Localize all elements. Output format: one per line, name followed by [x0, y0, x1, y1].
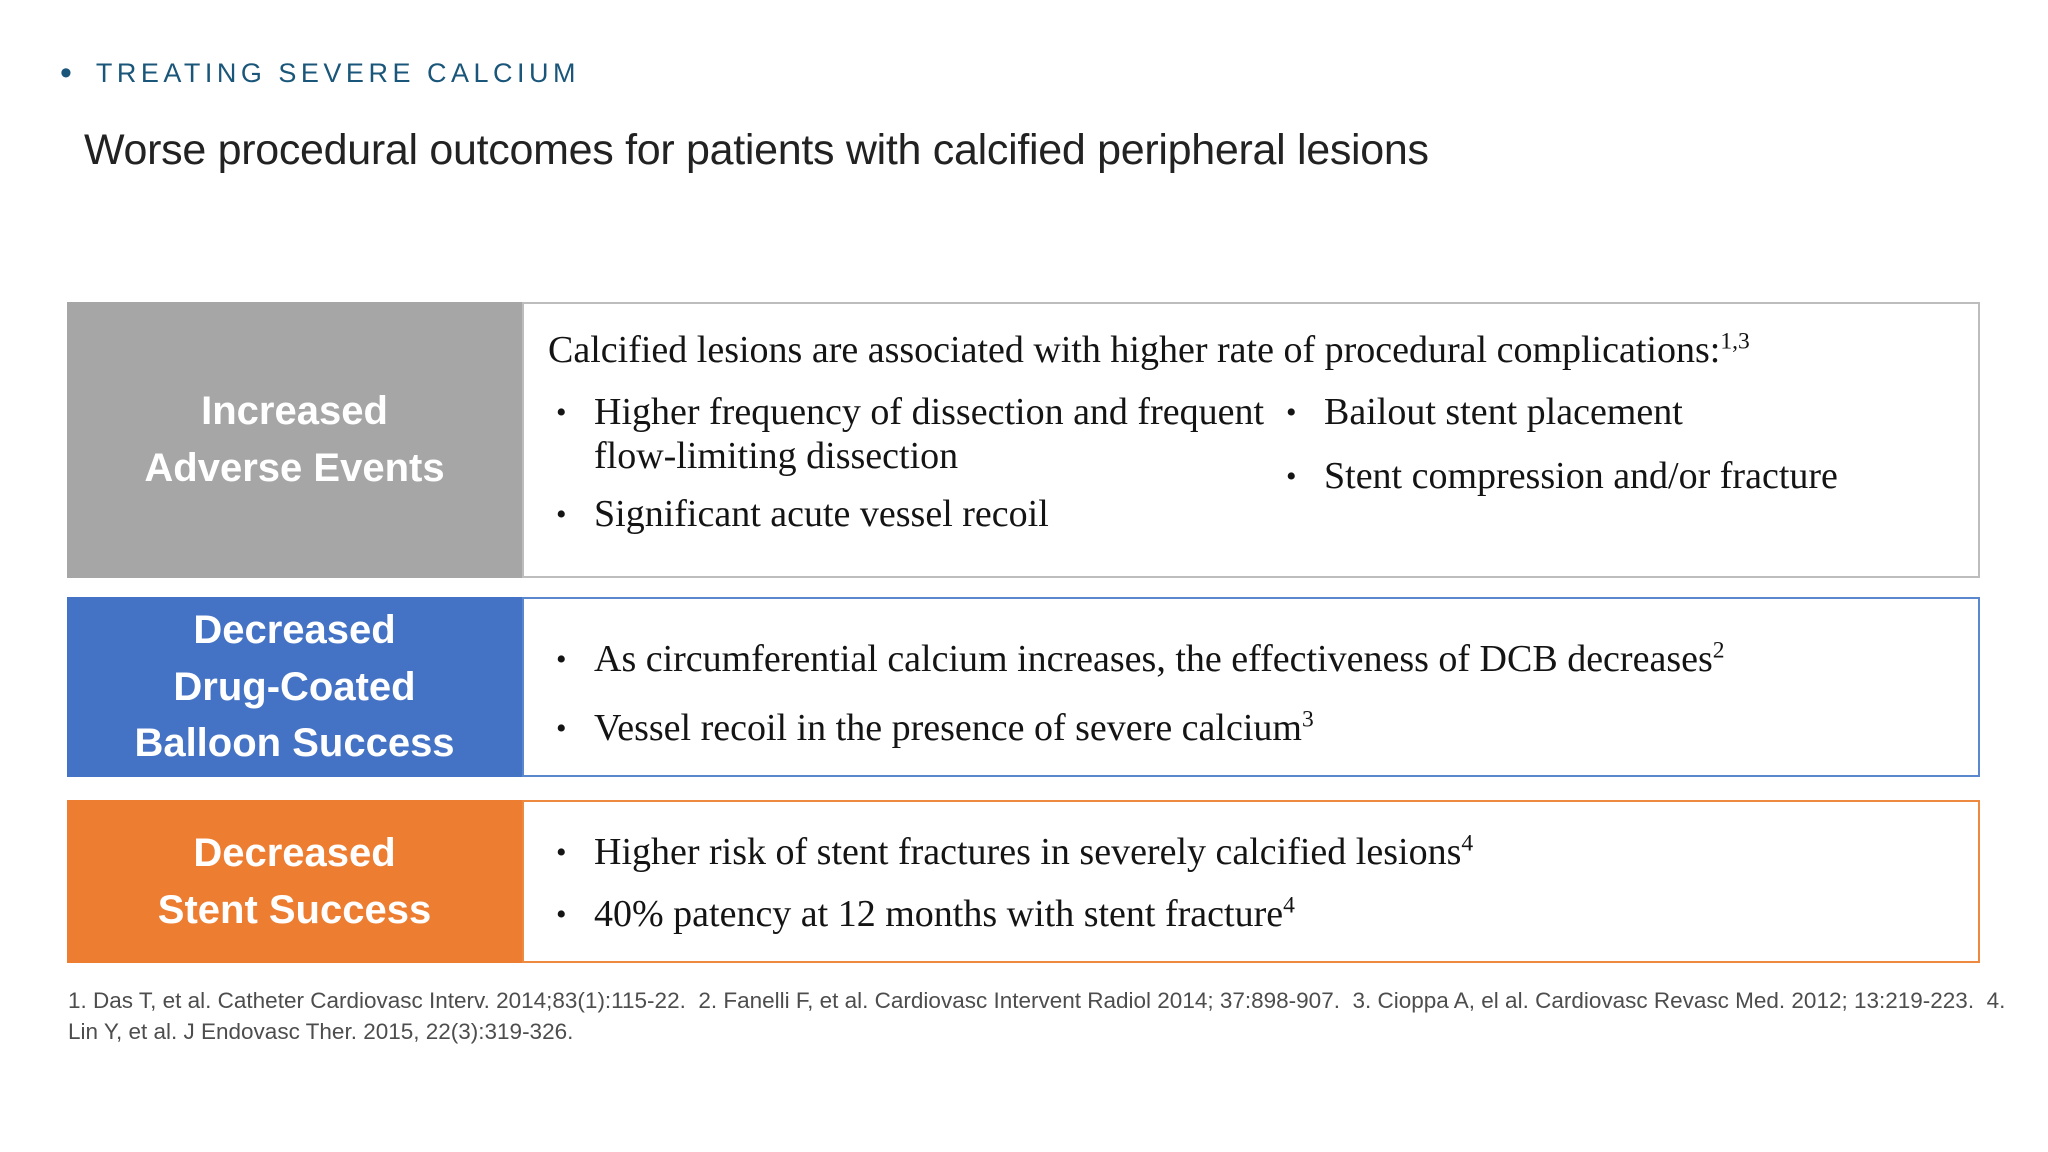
bullet-superscript: 4 — [1461, 830, 1474, 857]
bullet-text: Significant acute vessel recoil — [594, 493, 1049, 536]
row-label-stent-success: Decreased Stent Success — [67, 800, 522, 963]
bullet-list: Higher risk of stent fractures in severe… — [548, 830, 1962, 937]
bullet-list: As circumferential calcium increases, th… — [548, 637, 1962, 751]
bullet-text: 40% patency at 12 months with stent frac… — [594, 892, 1284, 935]
bullet-item: 40% patency at 12 months with stent frac… — [548, 892, 1962, 937]
row-label-line: Drug-Coated — [173, 664, 416, 709]
content-box-stent-success: Higher risk of stent fractures in severe… — [522, 800, 1980, 963]
bullet-superscript: 4 — [1283, 892, 1295, 919]
row-increased-adverse-events: Increased Adverse Events Calcified lesio… — [67, 302, 1980, 578]
row-label-line: Increased — [201, 389, 388, 434]
intro-superscript: 1,3 — [1720, 328, 1750, 355]
intro-text-main: Calcified lesions are associated with hi… — [548, 329, 1721, 371]
bullet-item: As circumferential calcium increases, th… — [548, 637, 1962, 682]
row-label-line: Adverse Events — [144, 446, 445, 490]
content-box-adverse-events: Calcified lesions are associated with hi… — [522, 302, 1980, 578]
bullet-text: Higher risk of stent fractures in severe… — [594, 831, 1462, 873]
footnote-line-1: 1. Das T, et al. Catheter Cardiovasc Int… — [68, 988, 2006, 1013]
bullet-item: Higher risk of stent fractures in severe… — [548, 830, 1962, 875]
row-label-line: Decreased — [193, 607, 396, 652]
page-title: Worse procedural outcomes for patients w… — [84, 126, 1429, 174]
row-label-line: Decreased — [193, 830, 396, 875]
bullet-text: Bailout stent placement — [1324, 390, 1683, 433]
intro-text: Calcified lesions are associated with hi… — [548, 328, 1962, 374]
bullet-text: Stent compression and/or fracture — [1324, 455, 1838, 498]
bullet-columns: Higher frequency of dissection and frequ… — [548, 374, 1962, 550]
content-box-dcb-success: As circumferential calcium increases, th… — [522, 597, 1980, 777]
bullet-item: Stent compression and/or fracture — [1278, 454, 1962, 499]
bullet-superscript: 2 — [1712, 637, 1725, 664]
bullet-superscript: 3 — [1301, 706, 1314, 733]
kicker-bullet-icon: • — [60, 54, 72, 92]
footnote-line-2: Lin Y, et al. J Endovasc Ther. 2015, 22(… — [68, 1019, 574, 1045]
bullet-text: Vessel recoil in the presence of severe … — [594, 706, 1302, 749]
bullet-text: Higher frequency of dissection and frequ… — [594, 390, 1265, 478]
kicker: • TREATING SEVERE CALCIUM — [60, 56, 580, 90]
row-decreased-dcb-success: Decreased Drug-Coated Balloon Success As… — [67, 597, 1980, 777]
bullet-column-left: Higher frequency of dissection and frequ… — [548, 390, 1278, 550]
row-label-adverse-events: Increased Adverse Events — [67, 302, 522, 578]
row-label-line: Balloon Success — [134, 721, 455, 766]
kicker-label: TREATING SEVERE CALCIUM — [95, 57, 580, 88]
bullet-item: Bailout stent placement — [1278, 390, 1962, 435]
bullet-column-right: Bailout stent placement Stent compressio… — [1278, 390, 1962, 550]
bullet-item: Significant acute vessel recoil — [548, 492, 1278, 537]
row-label-line: Stent Success — [157, 887, 432, 932]
footnotes: 1. Das T, et al. Catheter Cardiovasc Int… — [68, 985, 2005, 1047]
bullet-text: As circumferential calcium increases, th… — [594, 638, 1713, 680]
row-label-dcb-success: Decreased Drug-Coated Balloon Success — [67, 597, 522, 777]
bullet-item: Higher frequency of dissection and frequ… — [548, 390, 1278, 480]
row-decreased-stent-success: Decreased Stent Success Higher risk of s… — [67, 800, 1980, 963]
bullet-item: Vessel recoil in the presence of severe … — [548, 706, 1962, 751]
